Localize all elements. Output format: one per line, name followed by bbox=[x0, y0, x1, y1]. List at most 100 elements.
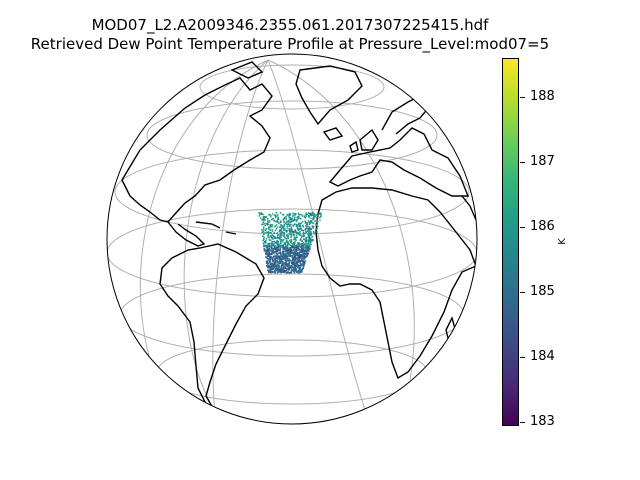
swath-pixel bbox=[287, 222, 290, 225]
swath-pixel bbox=[269, 265, 272, 268]
swath-pixel bbox=[279, 238, 281, 240]
swath-pixel bbox=[300, 268, 303, 271]
swath-pixel bbox=[287, 241, 289, 243]
swath-pixel bbox=[268, 213, 270, 216]
swath-pixel bbox=[267, 249, 270, 252]
swath-pixel bbox=[274, 264, 276, 266]
swath-pixel bbox=[313, 233, 316, 235]
swath-pixel bbox=[299, 271, 301, 273]
swath-pixel bbox=[271, 230, 274, 233]
swath-pixel bbox=[303, 235, 305, 238]
swath-pixel bbox=[269, 231, 271, 234]
swath-pixel bbox=[272, 244, 274, 246]
swath-pixel bbox=[298, 245, 300, 247]
swath-pixel bbox=[267, 266, 269, 269]
swath-pixel bbox=[307, 235, 310, 237]
swath-pixel bbox=[291, 242, 294, 245]
swath-pixel bbox=[292, 254, 295, 256]
swath-pixel bbox=[285, 218, 287, 220]
swath-pixel bbox=[293, 262, 295, 265]
swath-pixel bbox=[275, 268, 277, 270]
swath-pixel bbox=[278, 264, 280, 266]
swath-pixel bbox=[282, 266, 285, 269]
swath-pixel bbox=[300, 264, 302, 266]
swath-pixel bbox=[288, 229, 290, 232]
swath-pixel bbox=[286, 246, 289, 249]
swath-pixel bbox=[302, 231, 305, 234]
swath-pixel bbox=[312, 222, 314, 225]
swath-pixel bbox=[272, 238, 274, 240]
swath-pixel bbox=[299, 231, 301, 233]
swath-pixel bbox=[303, 261, 305, 264]
swath-pixel bbox=[279, 252, 282, 254]
swath-pixel bbox=[282, 251, 285, 253]
swath-pixel bbox=[305, 236, 307, 239]
swath-pixel bbox=[279, 226, 282, 228]
swath-pixel bbox=[279, 267, 282, 269]
swath-pixel bbox=[266, 249, 268, 251]
swath-pixel bbox=[270, 255, 272, 258]
swath-pixel bbox=[267, 250, 270, 253]
swath-pixel bbox=[294, 238, 297, 240]
swath-pixel bbox=[320, 213, 322, 216]
swath-pixel bbox=[268, 228, 271, 231]
swath-pixel bbox=[272, 251, 274, 254]
swath-pixel bbox=[279, 259, 281, 261]
swath-pixel bbox=[267, 245, 270, 247]
swath-pixel bbox=[299, 257, 301, 259]
swath-pixel bbox=[281, 241, 283, 243]
swath-pixel bbox=[268, 239, 271, 241]
swath-pixel bbox=[263, 216, 265, 218]
swath-pixel bbox=[271, 244, 273, 247]
swath-pixel bbox=[288, 261, 291, 263]
swath-pixel bbox=[267, 221, 270, 223]
swath-pixel bbox=[262, 221, 265, 223]
swath-pixel bbox=[275, 242, 278, 244]
swath-pixel bbox=[265, 237, 268, 240]
swath-pixel bbox=[297, 266, 299, 268]
swath-pixel bbox=[273, 225, 276, 228]
swath-pixel bbox=[313, 213, 316, 215]
swath-pixel bbox=[265, 228, 268, 230]
swath-pixel bbox=[274, 270, 277, 273]
swath-pixel bbox=[283, 225, 285, 228]
swath-pixel bbox=[281, 231, 284, 234]
swath-pixel bbox=[298, 222, 300, 225]
swath-pixel bbox=[290, 240, 293, 243]
swath-pixel bbox=[300, 228, 302, 230]
swath-pixel bbox=[270, 250, 273, 252]
swath-pixel bbox=[305, 213, 308, 216]
swath-pixel bbox=[270, 262, 273, 265]
swath-pixel bbox=[301, 240, 304, 243]
swath-pixel bbox=[291, 229, 293, 231]
swath-pixel bbox=[265, 231, 268, 234]
swath-pixel bbox=[267, 248, 270, 250]
swath-pixel bbox=[269, 214, 272, 217]
swath-pixel bbox=[291, 266, 293, 268]
swath-pixel bbox=[306, 224, 308, 226]
swath-pixel bbox=[285, 238, 288, 240]
swath-pixel bbox=[291, 258, 294, 260]
swath-pixel bbox=[276, 267, 279, 269]
swath-pixel bbox=[277, 218, 279, 220]
swath-pixel bbox=[291, 219, 293, 222]
swath-pixel bbox=[306, 255, 308, 258]
swath-pixel bbox=[290, 269, 293, 272]
swath-pixel bbox=[275, 260, 277, 262]
swath-pixel bbox=[305, 239, 307, 242]
swath-pixel bbox=[283, 234, 285, 236]
swath-pixel bbox=[279, 251, 281, 253]
swath-pixel bbox=[297, 258, 299, 261]
swath-pixel bbox=[281, 245, 284, 247]
swath-pixel bbox=[305, 230, 307, 233]
swath-pixel bbox=[292, 252, 295, 255]
swath-pixel bbox=[302, 251, 304, 254]
swath-pixel bbox=[289, 212, 291, 215]
swath-pixel bbox=[289, 217, 292, 220]
swath-pixel bbox=[299, 225, 301, 228]
swath-pixel bbox=[286, 225, 288, 228]
swath-pixel bbox=[287, 213, 289, 216]
swath-pixel bbox=[284, 267, 287, 270]
swath-pixel bbox=[272, 217, 274, 220]
swath-pixel bbox=[299, 226, 302, 228]
